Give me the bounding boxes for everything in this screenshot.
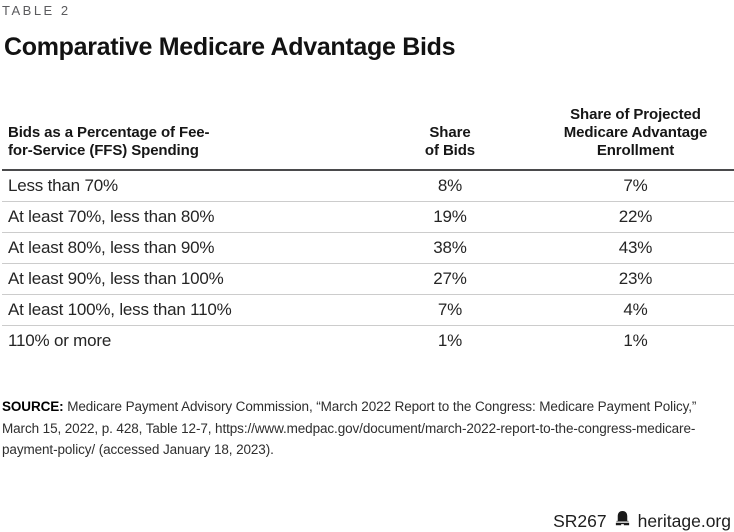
enrollment-share-cell: 22% [618,207,653,226]
table-row: Less than 70% 8% 7% [2,170,734,202]
share-of-bids-cell: 19% [433,207,467,226]
table-body: Less than 70% 8% 7% At least 70%, less than… [2,170,734,356]
figure-title: Comparative Medicare Advantage Bids [4,33,456,61]
table-header: Bids as a Percentage of Fee- for-Service… [2,106,734,170]
source-label: SOURCE: [2,399,64,414]
column-header-enrollment-share: Share of Projected Medicare Advantage En… [563,106,708,159]
share-of-bids-cell: 27% [433,269,467,288]
bids-range-cell: At least 80%, less than 90% [8,238,215,257]
column-header-share-of-bids: Share of Bids [424,124,476,159]
bids-range-cell: At least 90%, less than 100% [8,269,224,288]
bids-range-cell: At least 100%, less than 110% [8,300,232,319]
share-of-bids-cell: 7% [437,300,463,319]
report-id: SR267 [553,510,607,531]
enrollment-share-cell: 1% [623,331,648,350]
figure: TABLE 2 Comparative Medicare Advantage B… [0,3,734,531]
source-note: SOURCE: Medicare Payment Advisory Commis… [2,396,726,461]
enrollment-share-cell: 7% [623,176,648,195]
table-row: At least 80%, less than 90% 38% 43% [2,233,734,264]
share-of-bids-cell: 38% [433,238,467,257]
header-row: Bids as a Percentage of Fee- for-Service… [2,106,734,170]
bids-table: Bids as a Percentage of Fee- for-Service… [2,106,734,356]
table-row: At least 90%, less than 100% 27% 23% [2,264,734,295]
bids-range-cell: Less than 70% [8,176,118,195]
bids-range-cell: 110% or more [8,331,112,350]
column-header-bids-range: Bids as a Percentage of Fee- for-Service… [8,124,210,159]
footer: SR267 heritage.org [553,510,731,532]
source-text: Medicare Payment Advisory Commission, “M… [2,399,697,457]
share-of-bids-cell: 1% [437,331,463,350]
table-row: At least 70%, less than 80% 19% 22% [2,202,734,233]
share-of-bids-cell: 8% [437,176,463,195]
enrollment-share-cell: 43% [618,238,653,257]
enrollment-share-cell: 4% [623,300,648,319]
bids-range-cell: At least 70%, less than 80% [8,207,215,226]
table-row: 110% or more 1% 1% [2,326,734,357]
table-row: At least 100%, less than 110% 7% 4% [2,295,734,326]
site-label: heritage.org [637,510,731,531]
table-number: TABLE 2 [2,3,71,18]
heritage-bell-icon [614,510,631,532]
enrollment-share-cell: 23% [618,269,653,288]
